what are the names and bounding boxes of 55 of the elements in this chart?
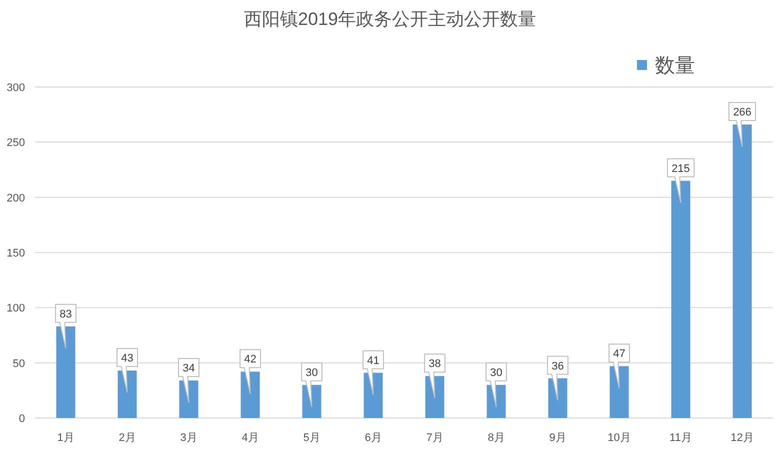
data-label: 83 (60, 308, 72, 320)
x-tick-label: 9月 (549, 432, 566, 444)
x-tick-label: 2月 (118, 432, 136, 444)
x-tick-label: 6月 (364, 432, 382, 444)
data-label: 30 (306, 366, 318, 379)
callout: 47 (608, 344, 630, 389)
x-tick-label: 1月 (57, 432, 74, 444)
x-tick-label: 11月 (670, 432, 692, 444)
x-tick-label: 10月 (608, 432, 631, 444)
y-tick-label: 250 (6, 137, 25, 150)
bar (56, 326, 76, 418)
y-tick-label: 300 (6, 82, 25, 94)
x-tick-label: 12月 (730, 432, 754, 444)
callout: 83 (55, 304, 76, 349)
callout: 38 (424, 354, 446, 399)
callout: 30 (301, 362, 322, 408)
y-tick-label: 200 (6, 192, 25, 204)
bar (732, 124, 752, 418)
data-label: 43 (121, 352, 134, 365)
callout: 30 (486, 362, 507, 408)
bar (610, 366, 629, 418)
y-tick-label: 150 (6, 248, 25, 260)
y-tick-label: 0 (18, 413, 25, 425)
y-tick-label: 50 (12, 358, 25, 370)
data-label: 41 (367, 354, 380, 367)
callout: 215 (666, 158, 695, 204)
callout: 34 (178, 358, 200, 403)
data-label: 38 (428, 358, 441, 370)
callout: 42 (240, 349, 261, 394)
x-tick-label: 5月 (303, 432, 320, 444)
data-label: 47 (613, 348, 626, 360)
x-tick-label: 4月 (242, 432, 259, 444)
callout: 41 (362, 350, 384, 396)
bar (671, 180, 690, 418)
bar (179, 380, 198, 418)
bar (548, 378, 568, 418)
legend-label: 数量 (655, 55, 695, 77)
data-label: 30 (490, 366, 502, 379)
data-label: 34 (182, 362, 195, 374)
data-label: 42 (244, 354, 256, 366)
callout: 43 (116, 348, 138, 394)
bar (240, 372, 260, 418)
data-label: 266 (733, 106, 752, 119)
bar (118, 370, 137, 418)
bar (364, 372, 383, 418)
data-label: 36 (552, 360, 564, 372)
callout: 266 (728, 102, 756, 148)
callout: 36 (547, 356, 568, 401)
y-tick-label: 100 (6, 302, 25, 315)
bar (425, 376, 444, 418)
data-label: 215 (672, 162, 690, 175)
chart-title: 西阳镇2019年政务公开主动公开数量 (244, 9, 536, 29)
x-tick-label: 7月 (426, 432, 444, 444)
x-tick-label: 8月 (488, 432, 505, 444)
x-tick-label: 3月 (180, 432, 198, 444)
